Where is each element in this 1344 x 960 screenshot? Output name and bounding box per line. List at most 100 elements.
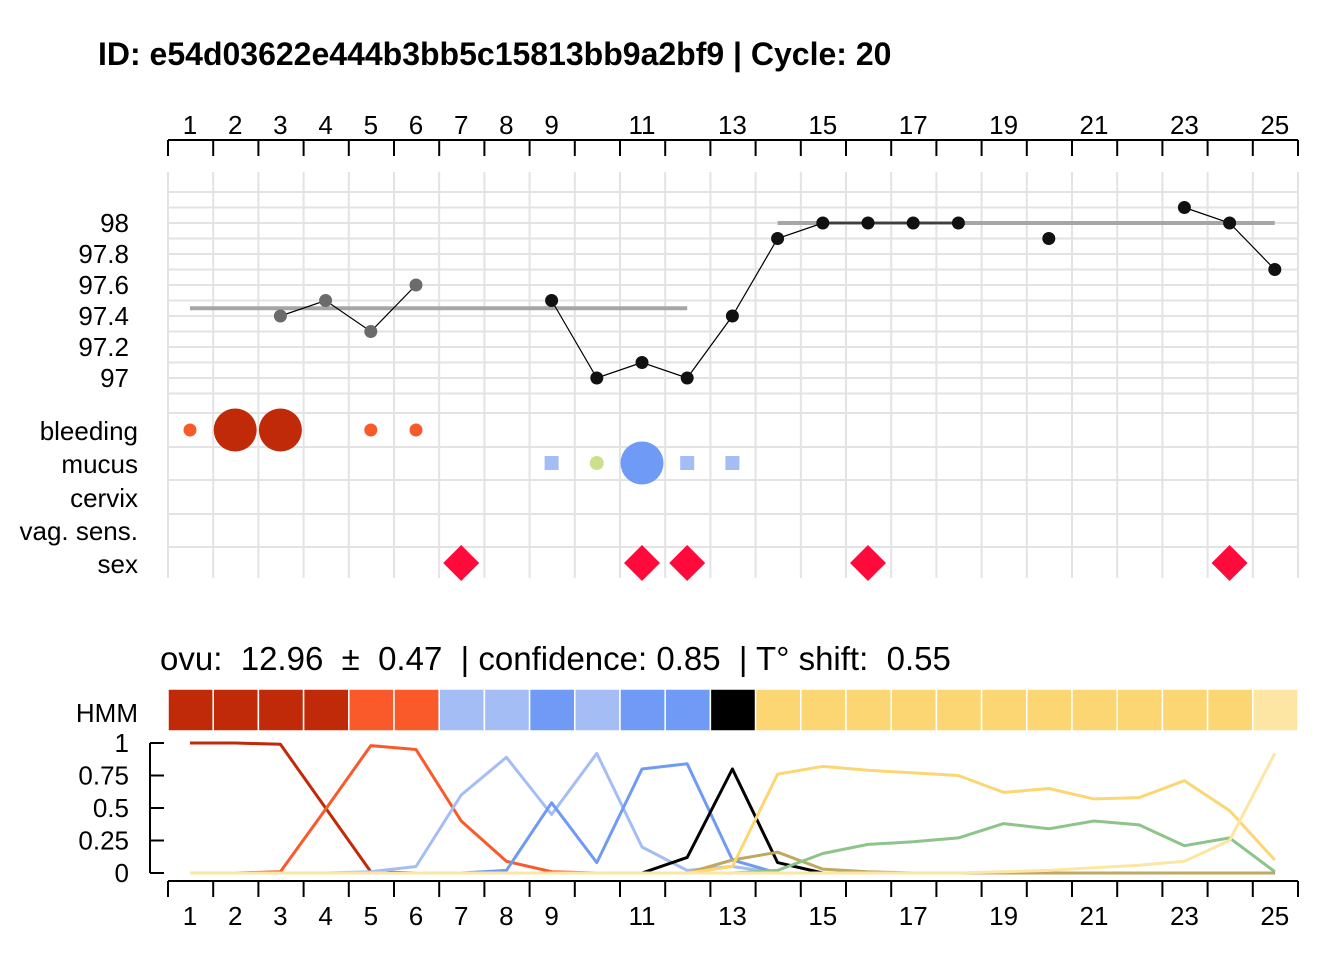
- state-probability-line: [190, 752, 1277, 875]
- hmm-state-cell: [1071, 688, 1118, 732]
- top-tick-label: 23: [1170, 110, 1199, 140]
- grid: [167, 172, 1299, 578]
- bottom-tick-label: 4: [318, 901, 332, 931]
- hmm-state-bar: HMM: [76, 688, 1299, 732]
- temperature-series: [273, 201, 1282, 385]
- bottom-tick-label: 9: [544, 901, 558, 931]
- top-tick-label: 13: [718, 110, 747, 140]
- row-label: bleeding: [40, 416, 138, 446]
- temperature-point: [319, 294, 333, 307]
- state-probability-line: [190, 744, 1275, 875]
- bottom-x-axis: 1 2 3 4 5 6 7 8 9 11 13 15 17 19 21 23 25: [167, 880, 1299, 931]
- temperature-point: [725, 309, 739, 323]
- hmm-state-cell: [800, 688, 847, 732]
- state-probability-line: [190, 741, 1275, 875]
- prob-tick-label: 0.75: [78, 761, 129, 791]
- row-label: cervix: [70, 483, 138, 513]
- hmm-state-cell: [483, 688, 531, 732]
- hmm-state-cell: [980, 688, 1028, 732]
- hmm-state-cell: [302, 688, 350, 732]
- state-probability-line: [190, 850, 1275, 875]
- probability-series: [190, 741, 1277, 875]
- top-tick-label: 1: [183, 110, 197, 140]
- hmm-state-cell: [167, 688, 214, 732]
- temperature-baselines: [190, 221, 1275, 311]
- top-tick-label: 17: [899, 110, 928, 140]
- bottom-tick-label: 15: [808, 901, 837, 931]
- bottom-tick-label: 3: [273, 901, 287, 931]
- temperature-point: [861, 216, 875, 230]
- bleeding-mark: [258, 408, 302, 452]
- temp-tick-label: 97.2: [78, 332, 129, 362]
- top-tick-label: 5: [364, 110, 378, 140]
- top-tick-label: 25: [1260, 110, 1289, 140]
- hmm-state-cell: [890, 688, 938, 732]
- sex-mark: [1211, 545, 1248, 581]
- prob-tick-label: 0.5: [93, 793, 129, 823]
- bleeding-mark: [213, 408, 257, 452]
- sex-mark: [443, 545, 480, 581]
- top-tick-label: 9: [544, 110, 558, 140]
- prob-tick-label: 0: [115, 858, 129, 888]
- bleeding-mark: [183, 423, 197, 437]
- sex-mark: [624, 545, 660, 581]
- temperature-point: [1042, 232, 1056, 245]
- probability-y-axis: 00.250.50.751: [78, 728, 164, 888]
- bottom-tick-label: 11: [629, 901, 656, 931]
- temperature-point: [545, 294, 559, 307]
- top-tick-label: 4: [318, 110, 332, 140]
- bottom-tick-label: 5: [364, 901, 378, 931]
- hmm-state-cell: [845, 688, 892, 732]
- top-x-axis: 1 2 3 4 5 6 7 8 9 11 13 15 17 19 21 23 25: [167, 110, 1299, 156]
- sex-mark: [850, 545, 886, 581]
- bleeding-mark: [409, 423, 423, 437]
- bottom-tick-label: 13: [718, 901, 747, 931]
- temperature-point: [1177, 201, 1191, 214]
- temperature-point: [590, 371, 604, 385]
- top-tick-label: 3: [273, 110, 287, 140]
- bottom-tick-label: 2: [228, 901, 242, 931]
- hmm-state-cell: [1252, 688, 1299, 732]
- temp-tick-label: 97.8: [78, 239, 129, 269]
- hmm-state-cell: [935, 688, 983, 732]
- hmm-state-cell: [1206, 688, 1254, 732]
- prob-tick-label: 1: [115, 728, 129, 758]
- temperature-point: [273, 309, 287, 323]
- hmm-label: HMM: [76, 698, 138, 728]
- top-tick-label: 21: [1080, 110, 1109, 140]
- top-tick-label: 7: [454, 110, 468, 140]
- temperature-point: [951, 216, 965, 230]
- temperature-point: [771, 232, 785, 245]
- bottom-tick-label: 6: [409, 901, 423, 931]
- temperature-point: [906, 216, 920, 230]
- hmm-state-cell: [393, 688, 440, 732]
- temperature-point: [1223, 216, 1237, 230]
- bottom-tick-label: 21: [1080, 901, 1109, 931]
- row-label: vag. sens.: [19, 516, 138, 546]
- hmm-state-cell: [709, 688, 757, 732]
- temp-tick-label: 98: [100, 208, 129, 238]
- hmm-state-cell: [1161, 688, 1209, 732]
- temp-tick-label: 97: [100, 363, 129, 393]
- chart-title: ID: e54d03622e444b3bb5c15813bb9a2bf9 | C…: [98, 36, 892, 72]
- bottom-tick-label: 25: [1260, 901, 1289, 931]
- bottom-tick-label: 7: [454, 901, 468, 931]
- top-tick-label: 19: [989, 110, 1018, 140]
- temperature-point: [1268, 263, 1282, 276]
- temperature-line: [280, 284, 417, 333]
- bottom-tick-label: 17: [899, 901, 928, 931]
- hmm-state-cell: [1116, 688, 1164, 732]
- hmm-state-cell: [574, 688, 621, 732]
- temperature-point: [680, 371, 694, 385]
- top-tick-label: 15: [808, 110, 837, 140]
- bottom-tick-label: 19: [989, 901, 1018, 931]
- row-label: mucus: [61, 449, 138, 479]
- state-probability-line: [190, 762, 1275, 875]
- hmm-state-cell: [257, 688, 305, 732]
- mucus-mark: [680, 456, 695, 470]
- sex-mark: [669, 545, 706, 581]
- temperature-point: [364, 325, 378, 338]
